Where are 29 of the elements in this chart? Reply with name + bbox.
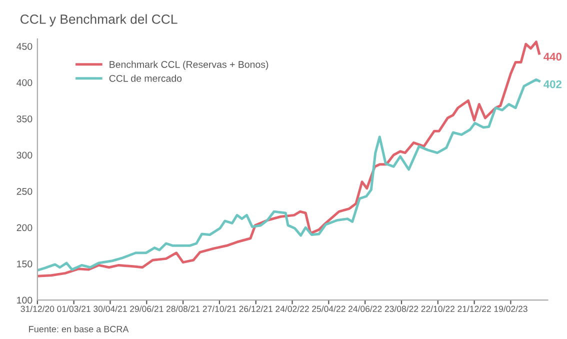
line-series (37, 40, 540, 278)
y-tick-label: 100 (17, 296, 32, 304)
x-tick-label: 29/06/21 (130, 306, 164, 312)
x-tick-label: 27/10/21 (202, 306, 236, 312)
x-tick-label: 01/03/21 (57, 306, 90, 312)
x-tick-label: 19/02/23 (494, 306, 528, 312)
x-tick-label: 24/02/22 (276, 306, 309, 312)
annotation: 402 (544, 80, 562, 88)
y-tick-label: 150 (17, 260, 32, 268)
x-tick-label: 30/04/21 (94, 306, 127, 312)
x-tick-label: 21/12/22 (458, 306, 491, 312)
source-note: Fuente: en base a BCRA (29, 326, 129, 332)
x-tick-label: 26/12/21 (239, 306, 272, 312)
x-tick-label: 25/04/22 (312, 306, 346, 312)
x-tick-label: 28/08/21 (166, 306, 200, 312)
x-tick-label: 23/08/22 (384, 306, 418, 312)
y-tick-label: 450 (16, 42, 32, 50)
x-tick-label: 31/12/20 (20, 306, 54, 312)
y-tick-label: 350 (16, 115, 32, 122)
chart-title: CCL y Benchmark del CCL (20, 14, 178, 26)
y-tick-label: 300 (16, 152, 32, 159)
y-tick-label: 400 (16, 79, 32, 86)
x-tick-label: 22/10/22 (421, 306, 454, 312)
y-tick-label: 200 (16, 224, 32, 232)
legend-label: Benchmark CCL (Reservas + Bonos) (110, 60, 268, 70)
annotation: 440 (544, 52, 562, 61)
y-tick-label: 250 (16, 188, 32, 195)
x-tick-label: 24/06/22 (348, 306, 382, 312)
legend-label: CCL de mercado (109, 74, 182, 82)
